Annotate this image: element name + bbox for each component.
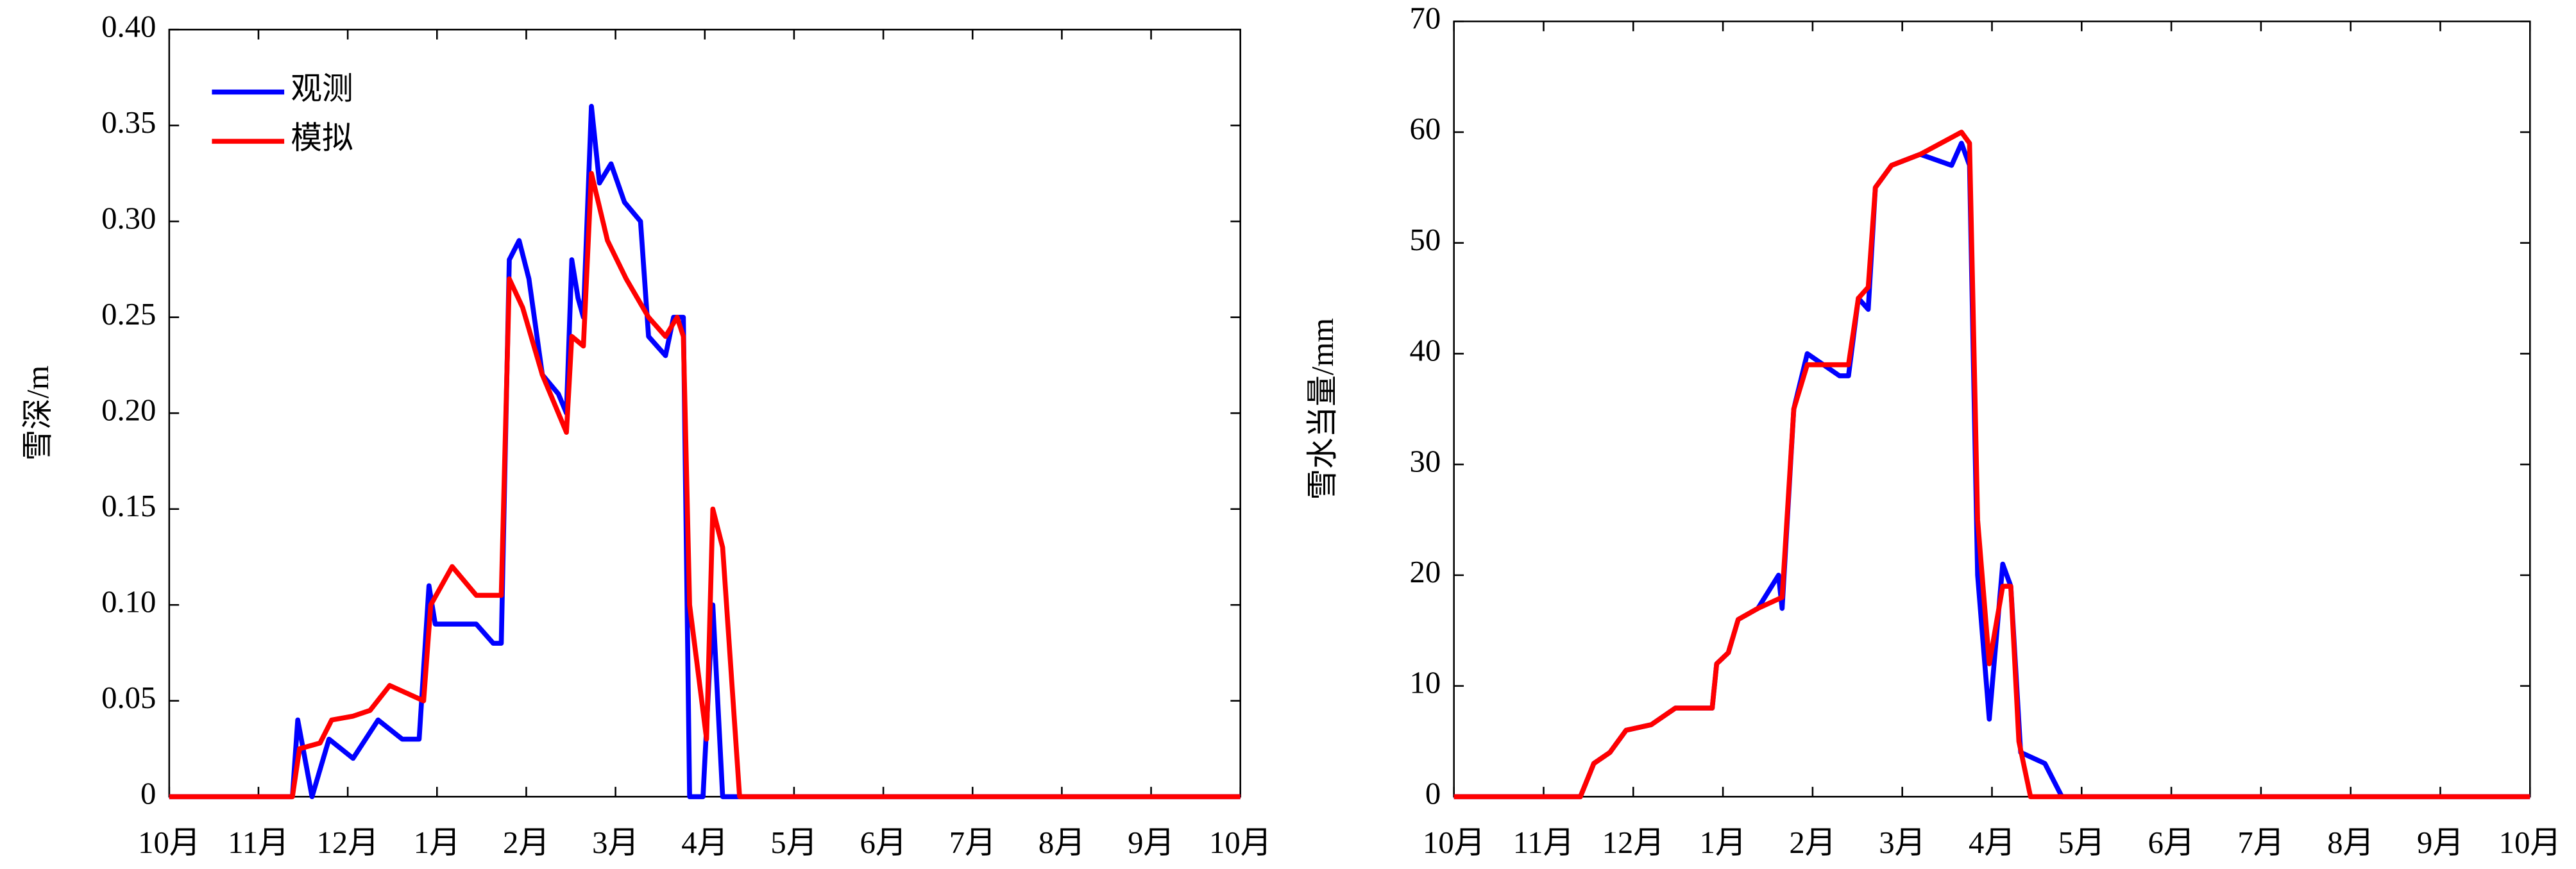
y-tick-label: 20: [1410, 555, 1441, 589]
line-series: [169, 171, 1241, 800]
x-tick-label: 1月: [1700, 825, 1747, 860]
x-tick-label: 1月: [414, 825, 461, 860]
y-tick-label: 0.15: [101, 489, 156, 523]
y-tick-label: 70: [1410, 1, 1441, 36]
line-series: [1453, 130, 2530, 800]
line-series: [169, 103, 1241, 800]
x-tick-label: 9月: [2417, 825, 2464, 860]
x-tick-label: 8月: [1038, 825, 1085, 860]
y-tick-label: 40: [1410, 333, 1441, 368]
x-tick-label: 2月: [503, 825, 550, 860]
y-tick-label: 0: [1425, 776, 1441, 811]
x-tick-label: 6月: [2148, 825, 2195, 860]
x-tick-label: 9月: [1128, 825, 1174, 860]
y-tick-label: 0: [140, 776, 156, 811]
x-tick-label: 6月: [860, 825, 907, 860]
y-tick-label: 0.35: [101, 105, 156, 140]
y-tick-label: 10: [1410, 666, 1441, 700]
x-tick-label: 10月: [138, 825, 200, 860]
y-axis-label: 雪深/m: [21, 366, 55, 461]
x-tick-label: 10月: [1423, 825, 1485, 860]
x-tick-label: 7月: [2237, 825, 2284, 860]
y-tick-label: 60: [1410, 112, 1441, 146]
x-tick-label: 11月: [1513, 825, 1575, 860]
legend-label: 模拟: [291, 121, 353, 155]
x-tick-label: 11月: [228, 825, 289, 860]
x-tick-label: 5月: [2058, 825, 2105, 860]
y-tick-label: 0.05: [101, 680, 156, 715]
x-tick-label: 3月: [592, 825, 639, 860]
x-tick-label: 3月: [1879, 825, 1926, 860]
x-tick-label: 7月: [949, 825, 996, 860]
y-tick-label: 0.25: [101, 297, 156, 332]
y-tick-label: 0.20: [101, 392, 156, 427]
x-tick-label: 5月: [770, 825, 817, 860]
legend-label: 观测: [291, 72, 353, 106]
y-tick-label: 0.40: [101, 9, 156, 44]
x-tick-label: 10月: [1209, 825, 1271, 860]
y-axis-label: 雪水当量/mm: [1305, 318, 1340, 500]
y-tick-label: 0.10: [101, 584, 156, 619]
y-tick-label: 30: [1410, 444, 1441, 478]
x-tick-label: 10月: [2499, 825, 2561, 860]
x-tick-label: 12月: [316, 825, 378, 860]
x-tick-label: 4月: [1969, 825, 2015, 860]
x-tick-label: 8月: [2327, 825, 2374, 860]
line-series: [1453, 140, 2530, 800]
y-tick-label: 0.30: [101, 201, 156, 235]
x-tick-label: 2月: [1789, 825, 1836, 860]
y-tick-label: 50: [1410, 223, 1441, 257]
x-tick-label: 4月: [681, 825, 728, 860]
x-tick-label: 12月: [1602, 825, 1665, 860]
